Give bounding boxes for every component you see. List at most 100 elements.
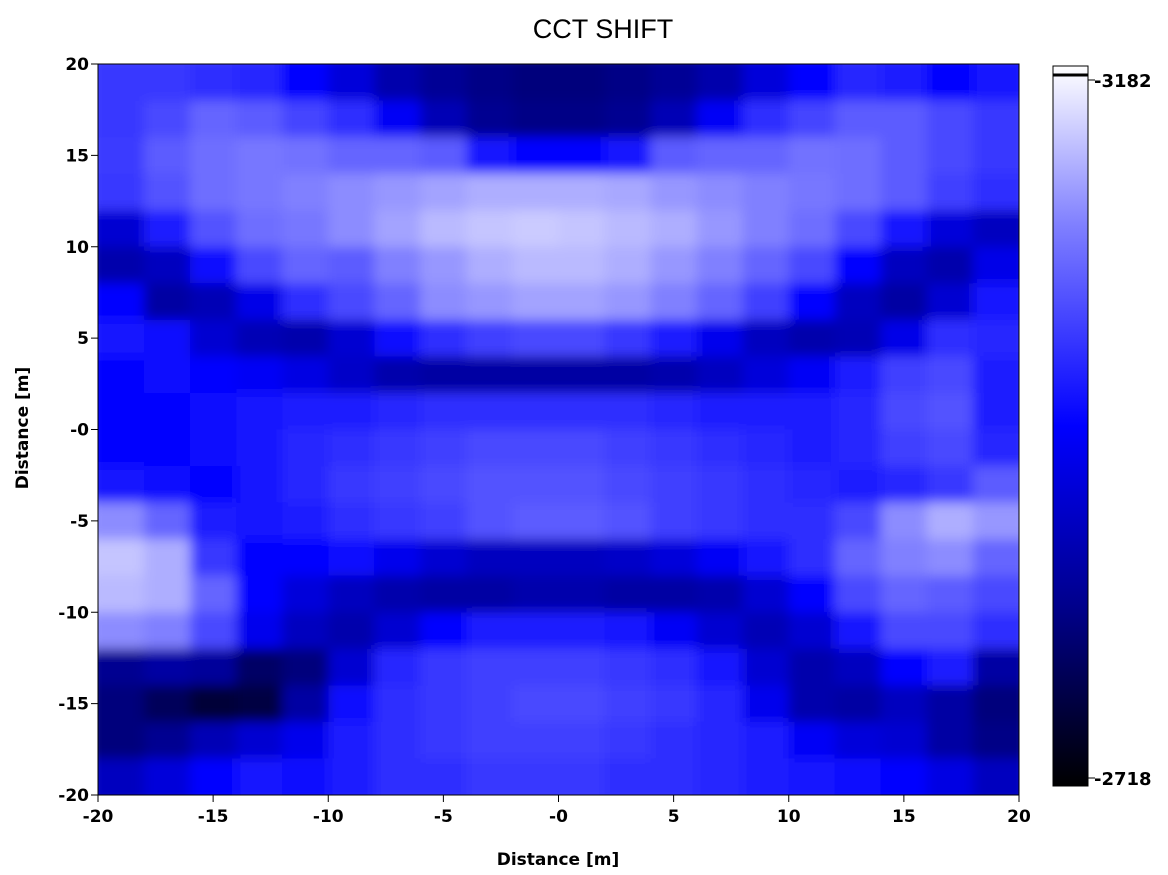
heatmap-cell (328, 319, 376, 358)
x-axis: -20 -15 -10 -5 -0 5 10 15 20 (83, 795, 1031, 827)
colorbar-max-dash: - (1094, 71, 1101, 92)
heatmap-cell (420, 721, 468, 760)
heatmap-cell (880, 685, 928, 723)
heatmap-cell (742, 246, 790, 285)
heatmap-cell (834, 721, 882, 760)
heatmap-cell (926, 283, 974, 321)
heatmap-cell (190, 210, 238, 248)
heatmap-cell (282, 612, 330, 650)
y-tick-label: -20 (58, 786, 89, 806)
heatmap-cell (282, 721, 330, 760)
heatmap-cell (466, 246, 514, 285)
colorbar-gradient (1052, 65, 1089, 787)
heatmap-cell (926, 319, 974, 358)
heatmap-cell (144, 137, 192, 175)
heatmap-cell (696, 100, 744, 139)
heatmap-cell (558, 283, 606, 321)
heatmap-cell (834, 575, 882, 614)
heatmap-cell (236, 64, 284, 102)
x-tick-label: -0 (549, 807, 568, 827)
heatmap-cell (742, 612, 790, 650)
heatmap-cell (604, 173, 652, 212)
heatmap-cell (742, 64, 790, 102)
heatmap-cell (466, 685, 514, 723)
heatmap-cell (880, 466, 928, 504)
heatmap-cell (696, 758, 744, 795)
colorbar-max-label: -3182 (1094, 71, 1152, 92)
heatmap-cell (282, 648, 330, 687)
heatmap-cell (282, 429, 330, 468)
heatmap-cell (926, 466, 974, 504)
y-tick-label: 15 (65, 146, 89, 166)
heatmap-cell (420, 173, 468, 212)
heatmap-cell (604, 721, 652, 760)
heatmap-cell (972, 429, 1019, 468)
x-tick-label: -5 (434, 807, 453, 827)
heatmap-cell (696, 685, 744, 723)
heatmap-cell (696, 539, 744, 577)
heatmap-cell (604, 392, 652, 431)
heatmap-cell (466, 283, 514, 321)
heatmap-cell (328, 137, 376, 175)
heatmap-cell (420, 612, 468, 650)
heatmap-cell (834, 283, 882, 321)
heatmap-cell (466, 173, 514, 212)
heatmap-cell (696, 173, 744, 212)
x-tick-label: -15 (198, 807, 229, 827)
x-axis-label: Distance [m] (497, 850, 620, 870)
heatmap-cell (972, 100, 1019, 139)
heatmap-cell (650, 246, 698, 285)
heatmap-cell (374, 137, 422, 175)
heatmap-cell (696, 502, 744, 541)
heatmap-cell (880, 137, 928, 175)
heatmap-cell (98, 575, 146, 614)
heatmap-cell (926, 539, 974, 577)
heatmap-cell (926, 612, 974, 650)
heatmap-cell (696, 466, 744, 504)
heatmap-cell (144, 64, 192, 102)
heatmap-cell (742, 319, 790, 358)
heatmap-cell (236, 137, 284, 175)
heatmap-cell (834, 502, 882, 541)
heatmap-cell (604, 539, 652, 577)
heatmap-cell (788, 283, 836, 321)
heatmap-cell (98, 137, 146, 175)
heatmap-cell (558, 612, 606, 650)
heatmap-cell (558, 685, 606, 723)
heatmap-cell (650, 173, 698, 212)
heatmap-cell (374, 758, 422, 795)
heatmap-cell (512, 575, 560, 614)
heatmap-cell (374, 429, 422, 468)
heatmap-cell (144, 575, 192, 614)
heatmap-cell (190, 137, 238, 175)
heatmap-cell (604, 429, 652, 468)
y-axis-label: Distance [m] (13, 367, 33, 490)
heatmap-cell (696, 429, 744, 468)
heatmap-cell (190, 502, 238, 541)
heatmap-cell (788, 758, 836, 795)
heatmap-cell (742, 575, 790, 614)
heatmap-cell (236, 283, 284, 321)
heatmap-cell (788, 685, 836, 723)
heatmap-cell (926, 502, 974, 541)
heatmap-cell (282, 356, 330, 394)
heatmap-cell (282, 100, 330, 139)
heatmap-cell (98, 539, 146, 577)
heatmap-cell (558, 721, 606, 760)
heatmap-cell (236, 210, 284, 248)
heatmap-cell (880, 210, 928, 248)
heatmap-cell (420, 685, 468, 723)
heatmap-cell (742, 502, 790, 541)
y-tick-label: 5 (77, 329, 89, 349)
heatmap-cell (788, 356, 836, 394)
heatmap-cell (236, 319, 284, 358)
heatmap-cell (880, 283, 928, 321)
heatmap-cell (236, 100, 284, 139)
heatmap-cell (328, 721, 376, 760)
heatmap-cell (98, 502, 146, 541)
heatmap-cell (466, 392, 514, 431)
heatmap-cell (98, 356, 146, 394)
heatmap-cell (98, 721, 146, 760)
heatmap-cell (604, 575, 652, 614)
heatmap-cell (420, 210, 468, 248)
